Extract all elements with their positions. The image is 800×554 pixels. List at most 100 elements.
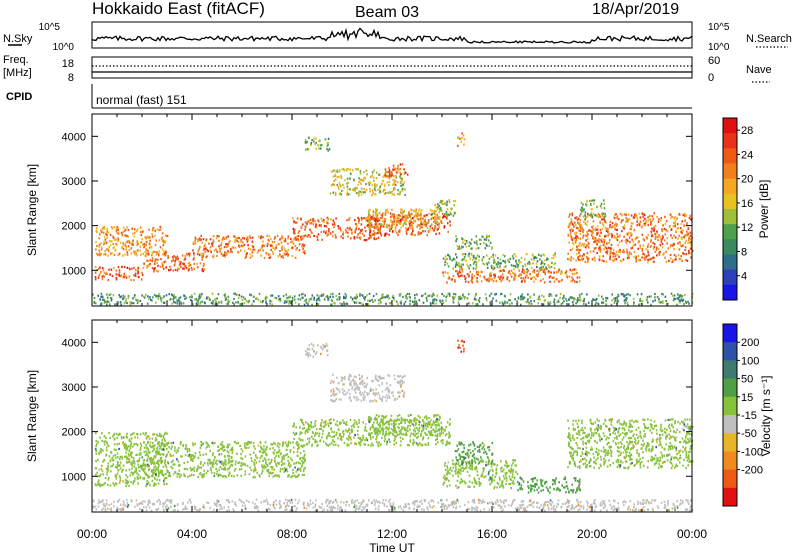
echo-cell — [231, 460, 233, 463]
echo-cell — [151, 235, 154, 238]
echo-cell — [574, 223, 577, 226]
echo-cell — [259, 450, 262, 453]
echo-cell — [673, 297, 675, 300]
echo-cell — [570, 256, 573, 259]
echo-cell — [370, 223, 373, 226]
echo-cell — [497, 261, 499, 264]
echo-cell — [531, 267, 533, 270]
echo-cell — [162, 442, 164, 445]
echo-cell — [374, 432, 377, 435]
echo-cell — [334, 178, 337, 181]
echo-cell — [615, 228, 618, 231]
echo-cell — [520, 280, 523, 283]
echo-cell — [399, 176, 402, 179]
echo-cell — [622, 219, 624, 222]
echo-cell — [240, 240, 242, 243]
echo-cell — [483, 242, 485, 245]
echo-cell — [200, 461, 202, 464]
echo-cell — [495, 299, 498, 302]
echo-cell — [399, 171, 401, 174]
echo-cell — [148, 437, 151, 440]
echo-cell — [158, 444, 161, 447]
echo-cell — [338, 292, 341, 295]
echo-cell — [533, 256, 535, 260]
echo-cell — [378, 219, 381, 222]
echo-cell — [511, 302, 513, 305]
echo-cell — [227, 454, 229, 457]
echo-cell — [118, 432, 121, 435]
echo-cell — [144, 245, 146, 248]
echo-cell — [225, 245, 227, 248]
echo-cell — [390, 175, 392, 178]
echo-cell — [379, 190, 382, 193]
echo-cell — [592, 228, 594, 231]
echo-cell — [577, 236, 579, 240]
echo-cell — [248, 441, 251, 444]
echo-cell — [238, 294, 241, 297]
echo-cell — [391, 171, 393, 174]
echo-cell — [108, 240, 111, 243]
echo-cell — [377, 423, 380, 426]
echo-cell — [97, 458, 99, 461]
echo-cell — [393, 175, 395, 178]
echo-cell — [492, 265, 495, 268]
echo-cell — [105, 271, 107, 274]
echo-cell — [324, 138, 327, 141]
echo-cell — [489, 273, 491, 276]
echo-cell — [161, 253, 164, 256]
echo-cell — [315, 299, 318, 302]
echo-cell — [601, 240, 603, 243]
echo-cell — [274, 240, 276, 244]
echo-cell — [131, 243, 133, 246]
echo-cell — [646, 249, 649, 252]
echo-cell — [106, 230, 108, 233]
echo-cell — [147, 236, 150, 239]
echo-cell — [476, 243, 478, 246]
echo-cell — [177, 460, 179, 463]
echo-cell — [244, 470, 247, 473]
echo-cell — [372, 176, 375, 179]
echo-cell — [174, 255, 176, 259]
echo-cell — [337, 225, 339, 228]
echo-cell — [102, 298, 104, 301]
echo-cell — [283, 455, 286, 458]
echo-cell — [401, 217, 403, 221]
echo-cell — [192, 249, 194, 252]
echo-cell — [218, 250, 221, 253]
echo-cell — [125, 434, 128, 437]
echo-cell — [109, 297, 112, 300]
echo-cell — [170, 447, 172, 450]
echo-cell — [330, 184, 333, 187]
echo-cell — [259, 248, 262, 251]
echo-cell — [228, 467, 230, 470]
echo-cell — [374, 189, 377, 192]
echo-cell — [355, 293, 358, 296]
echo-cell — [111, 274, 114, 278]
echo-cell — [526, 262, 529, 265]
echo-cell — [188, 267, 190, 271]
echo-cell — [105, 272, 107, 275]
echo-cell — [279, 470, 282, 473]
echo-cell — [243, 237, 246, 240]
echo-cell — [646, 297, 649, 301]
echo-cell — [111, 464, 113, 468]
echo-cell — [637, 241, 639, 244]
echo-cell — [576, 227, 578, 230]
echo-cell — [193, 253, 195, 256]
echo-cell — [253, 300, 255, 303]
echo-cell — [391, 193, 394, 196]
echo-cell — [155, 450, 157, 453]
echo-cell — [242, 241, 244, 244]
echo-cell — [454, 265, 457, 268]
echo-cell — [359, 301, 362, 305]
echo-cell — [142, 295, 145, 298]
echo-cell — [187, 269, 190, 272]
echo-cell — [121, 455, 123, 458]
echo-cell — [574, 297, 576, 300]
echo-cell — [107, 483, 109, 486]
echo-cell — [444, 259, 447, 262]
echo-cell — [198, 295, 200, 298]
echo-cell — [399, 220, 402, 223]
echo-cell — [556, 301, 558, 304]
echo-cell — [492, 253, 494, 256]
